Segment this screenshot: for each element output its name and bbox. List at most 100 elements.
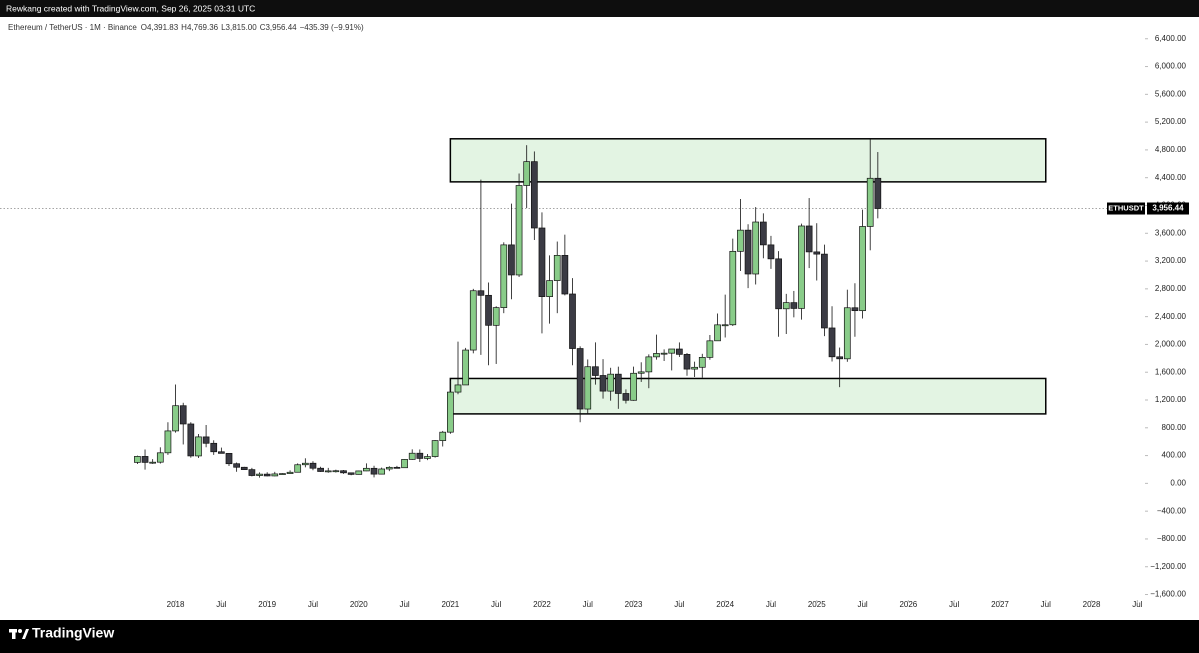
- candle-body: [790, 302, 798, 309]
- candle-body: [317, 467, 324, 472]
- candle-body: [324, 470, 332, 473]
- y-tick-label: 1,600.00: [1155, 367, 1187, 376]
- candle-body: [218, 451, 225, 454]
- candle-body: [698, 357, 706, 368]
- candle-body: [607, 373, 615, 392]
- candle-body: [355, 470, 363, 475]
- candle-body: [515, 185, 523, 276]
- candle-body: [492, 307, 500, 326]
- y-tick-label: 800.00: [1162, 423, 1187, 432]
- candle-body: [622, 393, 630, 401]
- candle-body: [553, 255, 561, 281]
- candle-body: [469, 290, 477, 351]
- x-tick-label: 2019: [258, 600, 276, 609]
- candle-body: [454, 384, 462, 393]
- x-tick-label: Jul: [1041, 600, 1051, 609]
- candle-body: [691, 366, 698, 370]
- candle-body: [828, 327, 836, 358]
- candle-body: [416, 452, 424, 459]
- candle-body: [134, 456, 141, 463]
- x-tick-label: 2026: [899, 600, 917, 609]
- candle-body: [462, 349, 469, 386]
- candle-body: [821, 253, 828, 329]
- candle-body: [805, 225, 813, 253]
- candle-body: [653, 353, 660, 358]
- candle-body: [256, 473, 263, 476]
- x-tick-label: 2024: [716, 600, 734, 609]
- candle-body: [149, 461, 157, 464]
- candle-body: [271, 473, 279, 477]
- candle-body: [431, 440, 439, 457]
- y-tick-label: 6,400.00: [1155, 34, 1187, 43]
- candle-body: [225, 453, 233, 465]
- x-tick-label: Jul: [949, 600, 959, 609]
- legend-item: 3,956.44: [265, 23, 297, 32]
- candle-body: [385, 466, 393, 470]
- candle-body: [294, 464, 302, 473]
- candle-body: [660, 352, 668, 355]
- symbol-label: ETHUSDT: [1108, 203, 1144, 212]
- candle-body: [172, 405, 179, 432]
- y-tick-label: 2,800.00: [1155, 284, 1187, 293]
- x-tick-label: Jul: [491, 600, 501, 609]
- symbol-tag: [1107, 202, 1145, 215]
- price-tag: [1147, 202, 1189, 215]
- x-tick-label: 2028: [1083, 600, 1101, 609]
- candle-body: [630, 372, 637, 401]
- candle-body: [614, 373, 622, 394]
- candle-body: [759, 221, 767, 246]
- candle-body: [729, 250, 737, 326]
- legend-item: −435.39 (−9.91%): [300, 23, 364, 32]
- candle-body: [676, 348, 683, 355]
- candle-body: [874, 177, 882, 209]
- legend-item: Ethereum / TetherUS · 1M · Binance: [8, 23, 137, 32]
- candle-body: [836, 356, 844, 360]
- candle-body: [408, 452, 416, 460]
- candle-body: [248, 469, 256, 476]
- y-tick-label: 3,200.00: [1155, 256, 1187, 265]
- y-tick-label: 4,400.00: [1155, 173, 1187, 182]
- candle-body: [546, 280, 553, 297]
- y-tick-label: 2,400.00: [1155, 312, 1187, 321]
- legend-item: 3,815.00: [226, 23, 258, 32]
- candle-body: [363, 467, 370, 472]
- bottom-bar: [0, 620, 1199, 653]
- candle-body: [592, 366, 599, 376]
- legend-item: C: [260, 23, 266, 32]
- candle-body: [668, 348, 676, 354]
- y-tick-label: 1,200.00: [1155, 395, 1187, 404]
- x-tick-label: Jul: [1132, 600, 1142, 609]
- y-tick-label: −1,600.00: [1150, 590, 1186, 599]
- x-tick-label: 2018: [167, 600, 185, 609]
- candle-body: [859, 226, 866, 312]
- candle-body: [202, 436, 210, 444]
- candle-body: [561, 255, 569, 295]
- candle-body: [332, 470, 340, 473]
- candle-body: [752, 221, 760, 275]
- x-tick-label: 2020: [350, 600, 368, 609]
- candle-body: [721, 324, 729, 327]
- candle-body: [599, 375, 607, 392]
- candle-body: [370, 467, 378, 475]
- candle-body: [637, 371, 645, 374]
- zone: [449, 138, 1047, 183]
- y-tick-label: 6,000.00: [1155, 62, 1187, 71]
- x-tick-label: 2025: [808, 600, 826, 609]
- candle-body: [187, 423, 195, 457]
- y-tick-label: 5,200.00: [1155, 117, 1187, 126]
- legend-item: O: [141, 23, 147, 32]
- brand-logo: [9, 629, 29, 639]
- candle-body: [279, 473, 286, 475]
- candle-body: [500, 244, 508, 308]
- x-tick-label: Jul: [766, 600, 776, 609]
- y-tick-label: 400.00: [1162, 451, 1187, 460]
- candle-body: [843, 307, 851, 360]
- candle-body: [706, 340, 714, 358]
- candle-body: [767, 244, 775, 260]
- candle-body: [782, 302, 790, 310]
- y-tick-label: 5,600.00: [1155, 89, 1187, 98]
- y-tick-label: −800.00: [1157, 534, 1187, 543]
- candle-body: [645, 356, 653, 373]
